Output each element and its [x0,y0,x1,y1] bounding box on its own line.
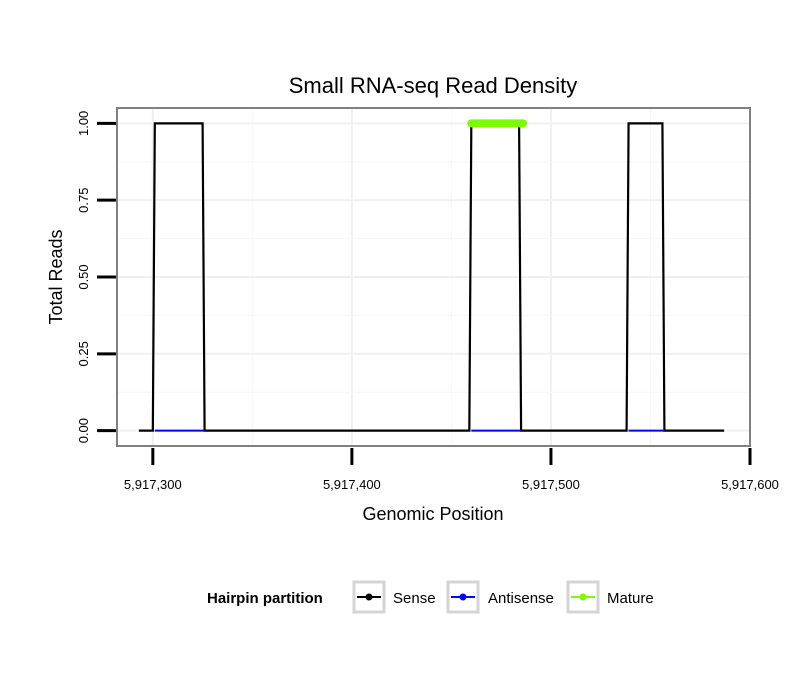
grid-lines [117,108,750,446]
legend-label-mature: Mature [607,590,654,607]
x-tick-label: 5,917,300 [124,477,182,492]
x-axis-ticks: 5,917,300 5,917,400 5,917,500 5,917,600 [124,448,779,492]
x-tick-label: 5,917,400 [323,477,381,492]
plot-border [116,107,751,447]
series-layer [138,119,725,432]
legend-key-point [459,593,467,601]
legend-key-point [365,593,373,601]
legend-title: Hairpin partition [207,590,323,607]
y-axis-label: Total Reads [46,229,66,324]
y-axis-ticks: 0.00 0.25 0.50 0.75 1.00 [76,111,116,443]
y-tick-label: 0.75 [76,188,91,213]
legend-label-antisense: Antisense [488,590,554,607]
legend-label-sense: Sense [393,590,436,607]
y-tick-label: 0.25 [76,341,91,366]
x-axis-label: Genomic Position [362,504,503,524]
legend-key-point [579,593,587,601]
x-tick-label: 5,917,500 [522,477,580,492]
y-tick-label: 1.00 [76,111,91,136]
legend-items: Sense Antisense Mature [352,580,654,614]
y-tick-label: 0.50 [76,264,91,289]
y-tick-label: 0.00 [76,418,91,443]
chart-title: Small RNA-seq Read Density [289,73,578,98]
x-tick-label: 5,917,600 [721,477,779,492]
legend: Hairpin partition Sense Antisense Mature [207,580,654,614]
